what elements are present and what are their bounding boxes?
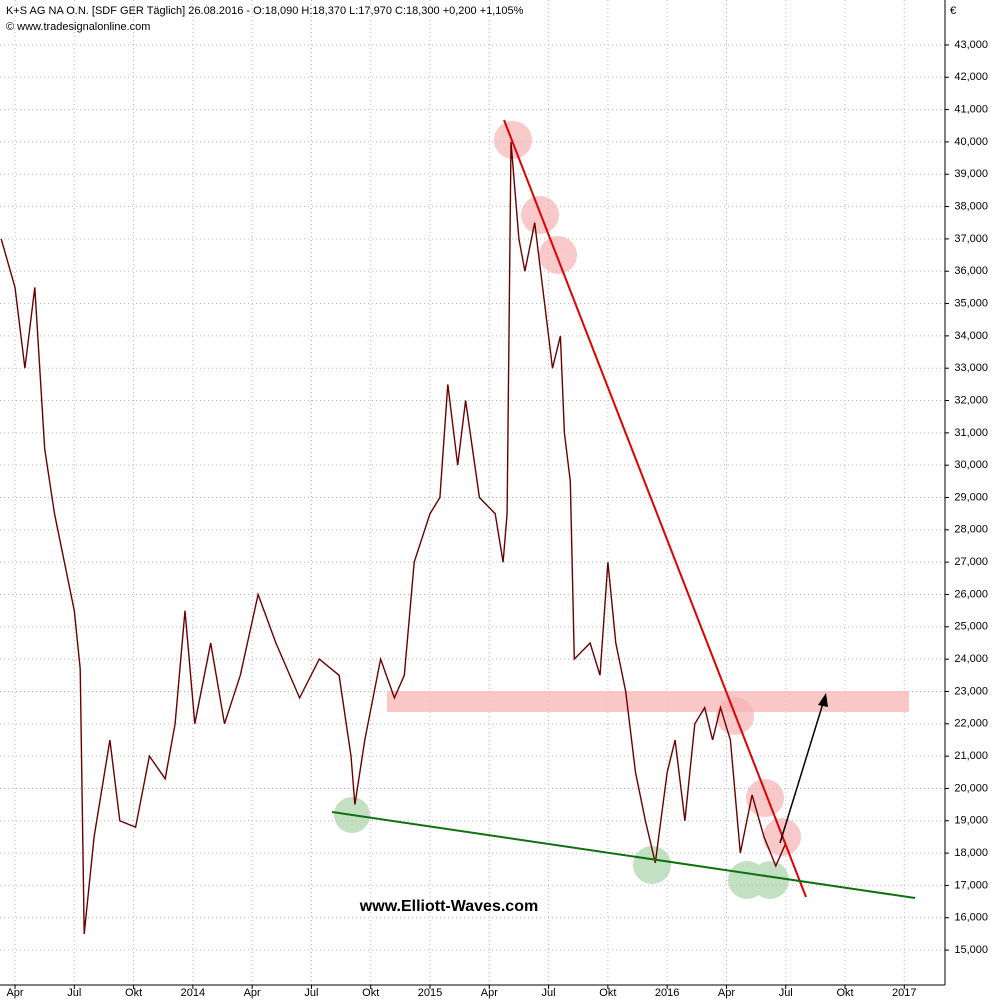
- y-tick-label: 41,000: [954, 103, 988, 115]
- price-line: [0, 141, 787, 934]
- y-tick-label: 33,000: [954, 362, 988, 374]
- y-tick-label: 31,000: [954, 427, 988, 439]
- y-tick-label: 21,000: [954, 750, 988, 762]
- plot-area: [0, 141, 787, 934]
- y-tick-label: 18,000: [954, 847, 988, 859]
- x-tick-label: Jul: [304, 987, 318, 999]
- y-tick-label: 39,000: [954, 168, 988, 180]
- watermark: www.Elliott-Waves.com: [359, 898, 538, 915]
- y-tick-label: 25,000: [954, 621, 988, 633]
- arrow-head: [818, 693, 828, 707]
- y-tick-label: 42,000: [954, 71, 988, 83]
- y-tick-label: 35,000: [954, 297, 988, 309]
- y-tick-label: 24,000: [954, 653, 988, 665]
- x-tick-label: Jul: [542, 987, 556, 999]
- projection-arrow: [779, 699, 825, 844]
- y-tick-label: 38,000: [954, 200, 988, 212]
- y-tick-label: 34,000: [954, 330, 988, 342]
- resistance-trendline: [503, 119, 807, 898]
- y-tick-label: 23,000: [954, 685, 988, 697]
- y-tick-label: 27,000: [954, 556, 988, 568]
- x-tick-label: Okt: [836, 987, 853, 999]
- y-tick-label: 28,000: [954, 524, 988, 536]
- x-tick-label: Okt: [599, 987, 616, 999]
- subtitle: © www.tradesignalonline.com: [6, 21, 150, 33]
- y-tick-label: 22,000: [954, 718, 988, 730]
- x-tick-label: Jul: [779, 987, 793, 999]
- y-tick-label: 20,000: [954, 782, 988, 794]
- y-tick-label: 32,000: [954, 394, 988, 406]
- y-tick-label: 15,000: [954, 944, 988, 956]
- x-tick-label: 2015: [418, 987, 442, 999]
- grid: [0, 0, 945, 985]
- x-tick-label: Jul: [67, 987, 81, 999]
- y-tick-label: 19,000: [954, 815, 988, 827]
- x-tick-label: Okt: [362, 987, 379, 999]
- x-tick-label: Apr: [244, 987, 261, 999]
- x-tick-label: Apr: [6, 987, 23, 999]
- chart-title: K+S AG NA O.N. [SDF GER Täglich] 26.08.2…: [6, 5, 524, 17]
- support-trendline: [331, 811, 916, 899]
- y-tick-label: 30,000: [954, 459, 988, 471]
- x-tick-label: Apr: [718, 987, 735, 999]
- y-axis-label: €: [950, 5, 956, 17]
- y-tick-label: 29,000: [954, 491, 988, 503]
- x-tick-label: 2017: [892, 987, 916, 999]
- y-tick-label: 43,000: [954, 39, 988, 51]
- y-tick-label: 17,000: [954, 879, 988, 891]
- x-tick-label: 2016: [655, 987, 679, 999]
- x-tick-label: 2014: [181, 987, 205, 999]
- y-tick-label: 40,000: [954, 136, 988, 148]
- y-tick-label: 16,000: [954, 912, 988, 924]
- y-tick-label: 26,000: [954, 588, 988, 600]
- y-tick-label: 36,000: [954, 265, 988, 277]
- resistance-zone: [387, 691, 909, 712]
- x-tick-label: Okt: [125, 987, 142, 999]
- x-tick-label: Apr: [481, 987, 498, 999]
- y-tick-label: 37,000: [954, 233, 988, 245]
